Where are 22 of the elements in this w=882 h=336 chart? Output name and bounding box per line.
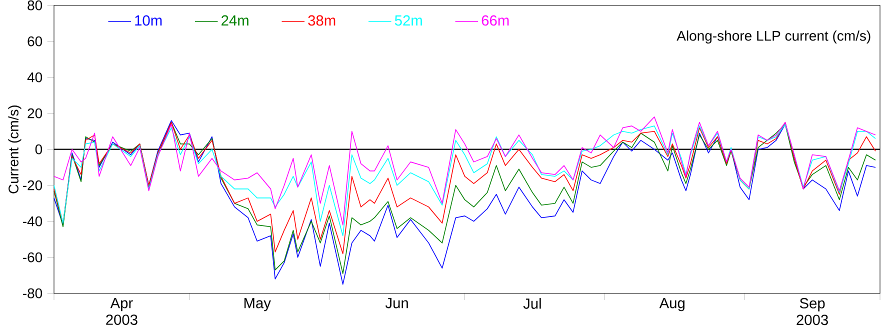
y-tick-label: 40 (27, 72, 42, 82)
x-tick-label: Apr 2003 (106, 298, 138, 325)
x-tick-label: Jun (385, 298, 408, 308)
y-tick-label: 80 (28, 0, 42, 10)
x-tick-label: Aug (659, 298, 684, 312)
x-tick-label: Sep 2003 (796, 298, 828, 326)
legend-label: 10m (135, 15, 162, 26)
y-tick-label: 0 (35, 144, 42, 154)
y-tick-label: -40 (23, 216, 42, 226)
x-tick-label: May (244, 298, 271, 312)
y-tick-label: 20 (28, 108, 42, 118)
y-axis-title: Current (cm/s) (8, 106, 22, 194)
y-tick-label: -80 (23, 288, 42, 298)
y-tick-label: -20 (23, 180, 42, 190)
legend-label: 52m (394, 15, 422, 26)
y-tick-label: -60 (23, 252, 42, 262)
y-tick-label: 60 (28, 36, 42, 46)
annotation: Along-shore LLP current (cm/s) (676, 30, 870, 44)
legend-label: 66m (482, 15, 509, 26)
legend-label: 38m (308, 15, 336, 26)
legend-label: 24m (222, 15, 248, 26)
x-tick-label: Jul (523, 298, 541, 309)
